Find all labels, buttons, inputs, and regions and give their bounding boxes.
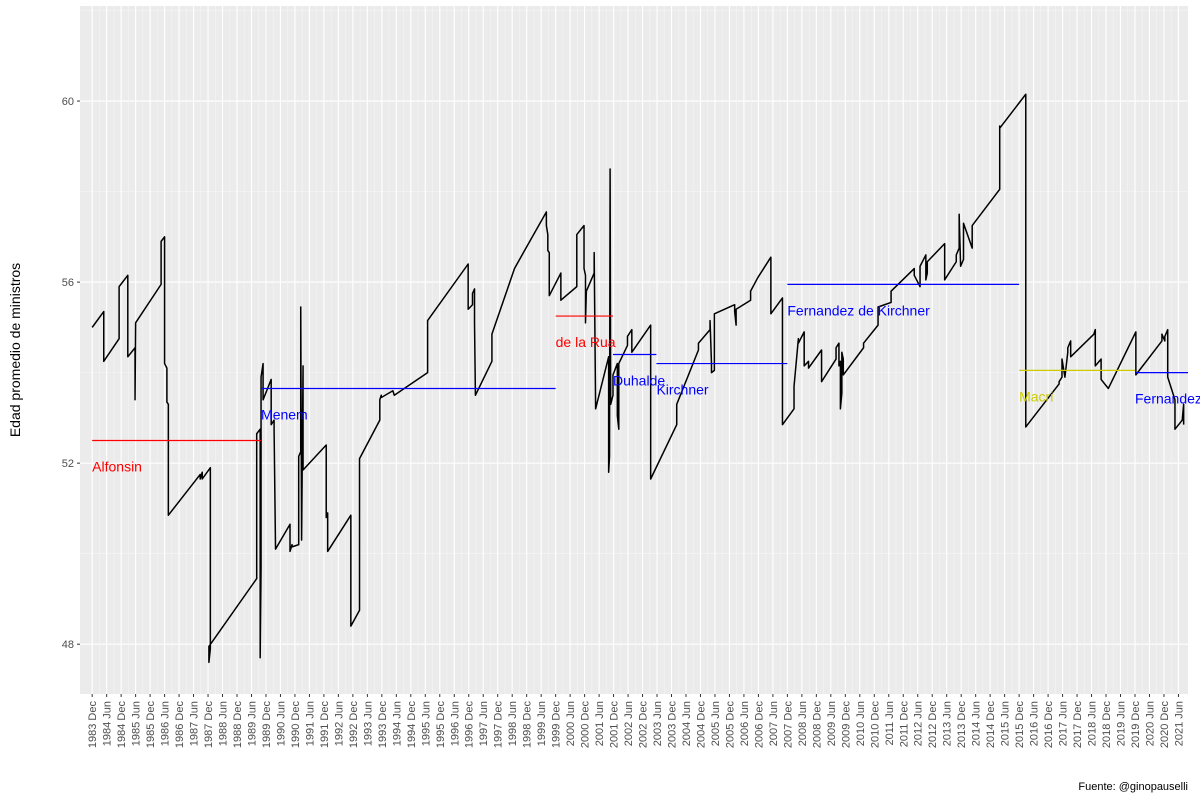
x-tick-label: 1988 Dec [232, 701, 244, 749]
x-tick-label: 1998 Dec [522, 701, 534, 749]
y-axis-title: Edad promedio de ministros [7, 263, 23, 437]
x-tick-label: 1983 Dec [87, 701, 99, 749]
x-tick-label: 1997 Jun [478, 701, 490, 746]
x-tick-label: 1985 Dec [145, 701, 157, 749]
president-label: Kirchner [656, 382, 708, 398]
x-tick-label: 2019 Jun [1116, 701, 1128, 746]
x-tick-label: 1984 Jun [102, 701, 114, 746]
x-tick-label: 1984 Dec [116, 701, 128, 749]
x-tick-label: 2010 Jun [855, 701, 867, 746]
x-tick-label: 2013 Jun [942, 701, 954, 746]
x-tick-label: 1992 Dec [348, 701, 360, 749]
x-tick-label: 2014 Dec [985, 701, 997, 749]
x-tick-label: 1993 Dec [377, 701, 389, 749]
x-tick-label: 1994 Dec [406, 701, 418, 749]
x-tick-label: 1987 Dec [203, 701, 215, 749]
president-label: Macri [1019, 388, 1053, 404]
y-ticks: 48 52 56 60 [62, 96, 80, 651]
x-tick-label: 2009 Dec [840, 701, 852, 749]
x-tick-label: 2019 Dec [1130, 701, 1142, 749]
president-label: Alfonsin [92, 459, 142, 475]
x-tick-label: 2003 Jun [652, 701, 664, 746]
x-tick-label: 2021 Jun [1173, 701, 1185, 746]
x-tick-label: 2001 Jun [594, 701, 606, 746]
x-tick-label: 2011 Jun [884, 701, 896, 745]
x-tick-label: 1995 Dec [435, 701, 447, 749]
y-tick-label: 48 [62, 639, 74, 651]
x-tick-label: 2002 Dec [638, 701, 650, 749]
x-tick-label: 2015 Jun [1000, 701, 1012, 746]
x-tick-label: 2008 Dec [811, 701, 823, 749]
x-tick-label: 1997 Dec [493, 701, 505, 749]
x-tick-label: 1986 Jun [160, 701, 172, 746]
y-tick-label: 52 [62, 458, 74, 470]
x-tick-label: 1995 Jun [420, 701, 432, 746]
x-tick-label: 2009 Jun [826, 701, 838, 746]
x-tick-label: 2005 Dec [724, 701, 736, 749]
x-tick-label: 2000 Jun [565, 701, 577, 746]
x-tick-label: 1999 Dec [551, 701, 563, 749]
x-tick-label: 2020 Dec [1159, 701, 1171, 749]
x-tick-label: 2016 Jun [1029, 701, 1041, 746]
x-tick-label: 2012 Jun [913, 701, 925, 746]
x-tick-label: 1989 Dec [261, 701, 273, 749]
caption: Fuente: @ginopauselli [1078, 781, 1188, 793]
x-tick-label: 1993 Jun [362, 701, 374, 746]
x-tick-label: 2008 Jun [797, 701, 809, 746]
president-label: Duhalde [613, 373, 665, 389]
x-tick-label: 2004 Dec [695, 701, 707, 749]
x-tick-label: 1985 Jun [131, 701, 143, 746]
y-tick-label: 60 [62, 96, 74, 108]
x-tick-label: 2001 Dec [609, 701, 621, 749]
x-tick-label: 2005 Jun [710, 701, 722, 746]
x-tick-label: 2002 Jun [623, 701, 635, 746]
x-tick-label: 1999 Jun [536, 701, 548, 746]
x-tick-label: 1990 Dec [290, 701, 302, 749]
x-tick-label: 1992 Jun [333, 701, 345, 746]
x-tick-label: 2011 Dec [898, 701, 910, 748]
x-tick-label: 2016 Dec [1043, 701, 1055, 749]
x-tick-label: 1987 Jun [189, 701, 201, 746]
x-tick-label: 1986 Dec [174, 701, 186, 749]
x-tick-label: 2007 Jun [768, 701, 780, 746]
x-ticks: 1983 Dec 1984 Jun 1984 Dec 1985 Jun 1985 Dec… [87, 694, 1185, 748]
x-tick-label: 1991 Dec [319, 701, 331, 749]
x-tick-label: 1988 Jun [218, 701, 230, 746]
x-tick-label: 1996 Jun [449, 701, 461, 746]
x-tick-label: 2006 Jun [739, 701, 751, 746]
x-tick-label: 2000 Dec [580, 701, 592, 749]
x-tick-label: 1989 Jun [246, 701, 258, 746]
x-tick-label: 2014 Jun [971, 701, 983, 746]
president-label: Menem [261, 406, 308, 422]
x-tick-label: 2003 Dec [667, 701, 679, 749]
x-tick-label: 1994 Jun [391, 701, 403, 746]
x-tick-label: 2004 Jun [681, 701, 693, 746]
president-label: Fernandez de Kirchner [787, 302, 930, 318]
x-tick-label: 1996 Dec [464, 701, 476, 749]
y-tick-label: 56 [62, 277, 74, 289]
x-tick-label: 2020 Jun [1144, 701, 1156, 746]
x-tick-label: 1998 Jun [507, 701, 519, 746]
x-tick-label: 2017 Dec [1072, 701, 1084, 749]
x-tick-label: 2013 Dec [956, 701, 968, 749]
grid [80, 6, 1188, 694]
x-tick-label: 2018 Dec [1101, 701, 1113, 749]
x-tick-label: 2017 Jun [1058, 701, 1070, 746]
x-tick-label: 2010 Dec [869, 701, 881, 749]
x-tick-label: 2012 Dec [927, 701, 939, 749]
x-tick-label: 2006 Dec [753, 701, 765, 749]
x-tick-label: 2007 Dec [782, 701, 794, 749]
x-tick-label: 2018 Jun [1087, 701, 1099, 746]
president-label: de la Rua [556, 334, 616, 350]
x-tick-label: 2015 Dec [1014, 701, 1026, 749]
x-tick-label: 1990 Jun [275, 701, 287, 746]
president-label: Fernandez [1135, 391, 1200, 407]
x-tick-label: 1991 Jun [304, 701, 316, 746]
